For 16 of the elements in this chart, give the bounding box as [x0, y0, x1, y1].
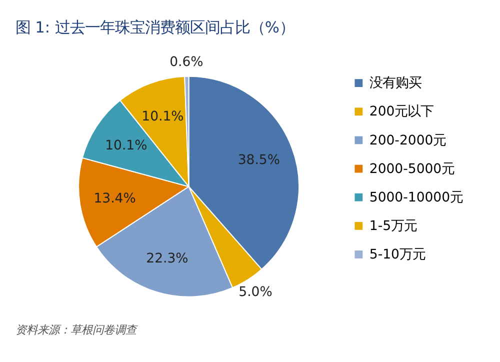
data-label: 0.6% [170, 55, 204, 70]
data-label: 38.5% [238, 153, 280, 168]
text: 资料来源：草根问卷调查 [15, 324, 138, 337]
legend-label: 200-2000元 [369, 133, 446, 148]
data-label: 5.0% [238, 284, 272, 300]
chart-title: 图 1: 过去一年珠宝消费额区间占比（%） [15, 18, 294, 37]
data-label: 10.1% [142, 109, 184, 124]
legend-label: 5-10万元 [369, 248, 426, 263]
data-label: 10.1% [105, 138, 148, 154]
legend-label: 2000-5000元 [369, 162, 455, 177]
data-label: 13.4% [94, 191, 136, 206]
legend-label: 5000-10000元 [369, 190, 464, 206]
legend-label: 1-5万元 [369, 218, 418, 234]
legend-label: 没有购买 [369, 76, 422, 92]
data-label: 22.3% [146, 251, 188, 266]
legend-label: 200元以下 [369, 104, 434, 120]
